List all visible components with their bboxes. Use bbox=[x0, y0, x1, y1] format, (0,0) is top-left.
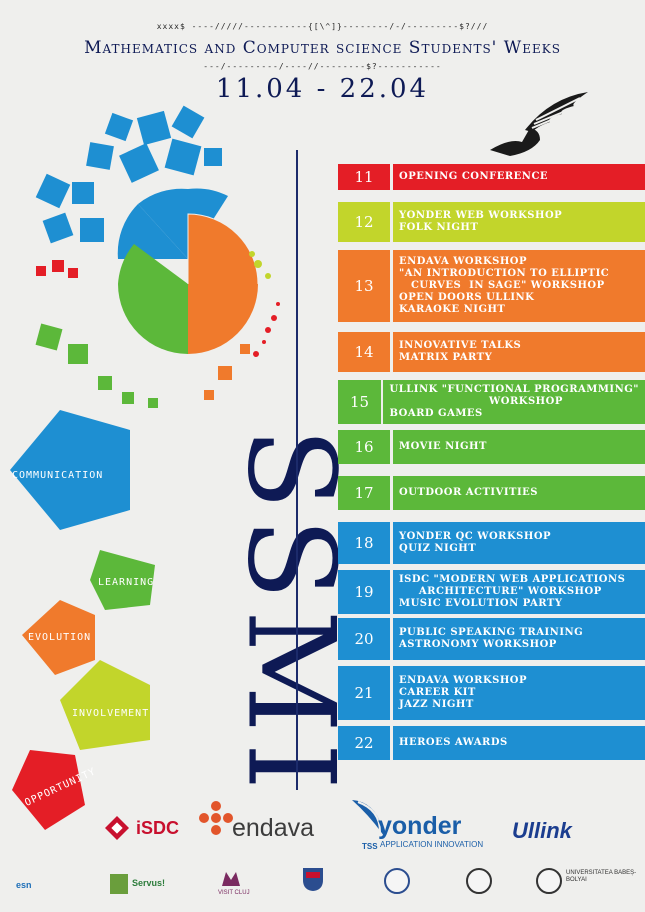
servus-logo-icon bbox=[110, 874, 128, 894]
seal-logo-icon bbox=[384, 868, 410, 894]
partner-esn: esn bbox=[16, 880, 32, 890]
pentagon-cluster-graphic bbox=[35, 105, 280, 408]
yonder-logo-icon bbox=[352, 800, 384, 836]
schedule-row: 17 OUTDOOR ACTIVITIES bbox=[338, 476, 645, 510]
visit-cluj-logo-icon bbox=[222, 872, 240, 886]
schedule-row: 13 ENDAVA WORKSHOP "AN INTRODUCTION TO E… bbox=[338, 250, 645, 322]
day-number: 21 bbox=[354, 684, 374, 702]
yonder-tss: TSS bbox=[362, 842, 378, 851]
keyword-involvement: INVOLVEMENT bbox=[72, 708, 150, 719]
schedule-row: 15 ULLINK "FUNCTIONAL PROGRAMMING" WORKS… bbox=[338, 380, 645, 424]
endava-logo-icon bbox=[199, 801, 233, 835]
day-number: 11 bbox=[354, 168, 374, 186]
day-events: HEROES AWARDS bbox=[399, 737, 508, 748]
sponsor-isdc: iSDC bbox=[136, 818, 180, 838]
sponsor-endava: endava bbox=[232, 814, 315, 842]
schedule-row: 12 YONDER WEB WORKSHOP FOLK NIGHT bbox=[338, 202, 645, 242]
day-number: 15 bbox=[349, 393, 370, 411]
day-events: MOVIE NIGHT bbox=[399, 441, 487, 452]
schedule-row: 18 YONDER QC WORKSHOP QUIZ NIGHT bbox=[338, 522, 645, 564]
schedule-row: 22 HEROES AWARDS bbox=[338, 726, 645, 760]
day-number: 20 bbox=[354, 630, 374, 648]
day-events: OUTDOOR ACTIVITIES bbox=[399, 487, 538, 498]
day-events: YONDER QC WORKSHOP QUIZ NIGHT bbox=[399, 531, 552, 554]
partner-servus: Servus! bbox=[132, 878, 166, 888]
council-logo-icon bbox=[466, 868, 492, 894]
day-number: 18 bbox=[354, 534, 374, 552]
day-events: ISDC "MODERN WEB APPLICATIONS ARCHITECTU… bbox=[399, 574, 626, 609]
schedule-row: 11 OPENING CONFERENCE bbox=[338, 164, 645, 190]
day-number: 16 bbox=[354, 438, 374, 456]
day-number: 22 bbox=[354, 734, 374, 752]
keyword-shapes bbox=[10, 410, 155, 830]
day-events: ENDAVA WORKSHOP "AN INTRODUCTION TO ELLI… bbox=[399, 256, 610, 315]
keyword-learning: LEARNING bbox=[98, 577, 155, 588]
day-events: OPENING CONFERENCE bbox=[399, 171, 549, 182]
keyword-evolution: EVOLUTION bbox=[28, 632, 92, 643]
divider-line bbox=[296, 150, 298, 790]
partner-visit-cluj: VISIT CLUJ bbox=[218, 890, 250, 896]
page-title: Mathematics and Computer science Student… bbox=[84, 38, 561, 58]
partner-ubb: UNIVERSITATEA BABEȘ-BOLYAI bbox=[566, 870, 637, 883]
yonder-tagline: APPLICATION INNOVATION bbox=[380, 840, 484, 849]
day-events: ENDAVA WORKSHOP CAREER KIT JAZZ NIGHT bbox=[399, 675, 528, 710]
day-events: INNOVATIVE TALKS MATRIX PARTY bbox=[399, 340, 522, 363]
winged-shoe-icon bbox=[490, 92, 588, 156]
bottom-decoration: ---/---------/----//--------$?----------… bbox=[203, 62, 442, 71]
ubb-logo-icon bbox=[536, 868, 562, 894]
day-events: PUBLIC SPEAKING TRAINING ASTRONOMY WORKS… bbox=[399, 627, 584, 650]
isdc-logo-icon bbox=[105, 816, 129, 840]
day-number: 19 bbox=[354, 583, 374, 601]
day-events: YONDER WEB WORKSHOP FOLK NIGHT bbox=[399, 210, 563, 233]
day-number: 12 bbox=[354, 213, 374, 231]
day-events: ULLINK "FUNCTIONAL PROGRAMMING" WORKSHOP… bbox=[389, 384, 639, 419]
coat-of-arms-icon bbox=[303, 868, 323, 891]
schedule-row: 16 MOVIE NIGHT bbox=[338, 430, 645, 464]
top-decoration: xxxx$ ----/////-----------{[\^]}--------… bbox=[156, 22, 489, 31]
day-number: 13 bbox=[354, 277, 374, 295]
schedule-row: 19 ISDC "MODERN WEB APPLICATIONS ARCHITE… bbox=[338, 570, 645, 614]
schedule-row: 14 INNOVATIVE TALKS MATRIX PARTY bbox=[338, 332, 645, 372]
keyword-communication: COMMUNICATION bbox=[12, 470, 104, 481]
sponsor-yonder: yonder bbox=[378, 812, 462, 840]
date-range: 11.04 - 22.04 bbox=[215, 74, 430, 104]
day-number: 17 bbox=[354, 484, 374, 502]
schedule-row: 21 ENDAVA WORKSHOP CAREER KIT JAZZ NIGHT bbox=[338, 666, 645, 720]
day-number: 14 bbox=[354, 343, 374, 361]
sponsor-ullink: Ullink bbox=[512, 818, 572, 843]
schedule-row: 20 PUBLIC SPEAKING TRAINING ASTRONOMY WO… bbox=[338, 618, 645, 660]
